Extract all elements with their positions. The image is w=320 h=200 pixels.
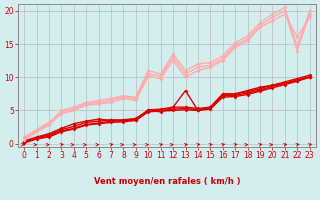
X-axis label: Vent moyen/en rafales ( km/h ): Vent moyen/en rafales ( km/h ) — [94, 177, 240, 186]
